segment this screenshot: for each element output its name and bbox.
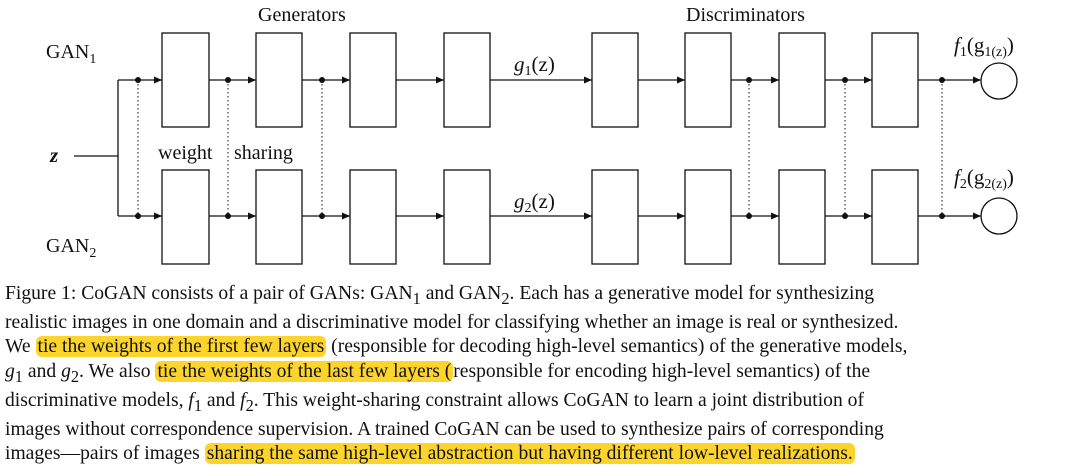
weight-label: weight	[158, 142, 213, 164]
figure-caption: Figure 1: CoGAN consists of a pair of GA…	[5, 282, 1077, 466]
gan1-generator-layer	[161, 32, 210, 128]
arrowhead	[248, 76, 256, 84]
highlight: tie the weights of the first few layers	[35, 336, 327, 358]
g1-label: g1(z)	[514, 52, 555, 79]
junction-dot	[225, 213, 231, 219]
junction-dot	[939, 213, 945, 219]
gan2-discriminator-layer	[871, 169, 919, 265]
cogan-diagram: Generators Discriminators GAN1 GAN2 z we…	[46, 4, 1018, 265]
gan2-discriminator-layer	[684, 169, 732, 265]
caption-line: images—pairs of images sharing the same …	[5, 442, 855, 464]
arrowhead	[771, 212, 779, 220]
arrowhead	[436, 76, 444, 84]
arrowhead	[342, 76, 350, 84]
caption-line: images without correspondence supervisio…	[5, 418, 884, 440]
caption-line: Figure 1: CoGAN consists of a pair of GA…	[5, 283, 875, 308]
gan2-output-circle	[980, 197, 1018, 235]
z-input-label: z	[49, 143, 59, 167]
arrowhead	[864, 212, 872, 220]
arrowhead	[154, 212, 162, 220]
f2-output-label: f2(g2(z))	[954, 165, 1014, 192]
arrowhead	[248, 212, 256, 220]
gan2-generator-layer	[443, 169, 491, 265]
gan1-output-circle	[980, 62, 1018, 100]
sharing-label: sharing	[234, 142, 293, 164]
highlight: sharing the same high-level abstraction …	[204, 442, 855, 464]
arrowhead	[864, 76, 872, 84]
gan1-discriminator-layer	[778, 32, 826, 128]
junction-dot	[842, 213, 848, 219]
gan2-generator-layer	[349, 169, 397, 265]
junction-dot	[746, 77, 752, 83]
gan1-label: GAN1	[46, 41, 96, 67]
gan2-generator-layer	[161, 169, 210, 265]
gan2-label: GAN2	[46, 235, 96, 261]
arrowhead	[973, 212, 981, 220]
junction-dot	[135, 77, 141, 83]
f1-output-label: f1(g1(z))	[954, 33, 1014, 60]
arrowhead	[677, 212, 685, 220]
junction-dot	[319, 77, 325, 83]
caption-line: We tie the weights of the first few laye…	[5, 336, 908, 358]
junction-dot	[842, 77, 848, 83]
highlight: tie the weights of the last few layers (	[155, 360, 454, 382]
gan1-generator-layer	[443, 32, 491, 128]
g2-label: g2(z)	[514, 189, 555, 216]
gan2-discriminator-layer	[591, 169, 639, 265]
arrowhead	[154, 76, 162, 84]
junction-dot	[319, 213, 325, 219]
caption-line: discriminative models, f1 and f2. This w…	[5, 389, 864, 415]
arrowhead	[584, 76, 592, 84]
gan1-discriminator-layer	[684, 32, 732, 128]
junction-dot	[225, 77, 231, 83]
discriminators-label: Discriminators	[686, 4, 805, 26]
gan1-generator-layer	[255, 32, 303, 128]
junction-dot	[135, 213, 141, 219]
generators-label: Generators	[258, 4, 346, 26]
gan2-discriminator-layer	[778, 169, 826, 265]
arrowhead	[677, 76, 685, 84]
junction-dot	[939, 77, 945, 83]
gan1-discriminator-layer	[591, 32, 639, 128]
arrowhead	[584, 212, 592, 220]
caption-line: realistic images in one domain and a dis…	[5, 312, 899, 334]
arrowhead	[771, 76, 779, 84]
arrowhead	[973, 76, 981, 84]
arrowhead	[436, 212, 444, 220]
arrowhead	[342, 212, 350, 220]
junction-dot	[746, 213, 752, 219]
caption-line: g1 and g2. We also tie the weights of th…	[5, 360, 871, 386]
gan2-generator-layer	[255, 169, 303, 265]
gan1-generator-layer	[349, 32, 397, 128]
gan1-discriminator-layer	[871, 32, 919, 128]
